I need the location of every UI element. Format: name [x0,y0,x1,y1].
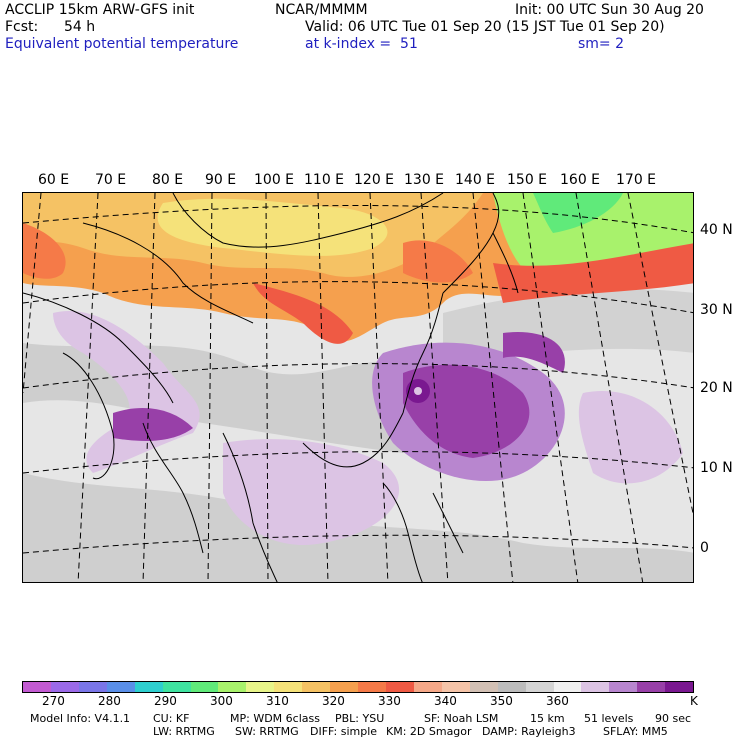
warm-field [253,283,353,344]
lon-label: 150 E [507,172,548,188]
colorbar-swatch [330,682,359,692]
level-label: at k-index = 51 [305,36,418,52]
colorbar-swatch [190,682,219,692]
field-name: Equivalent potential temperature [5,36,239,52]
colorbar-swatch [78,682,107,692]
sw-scheme: SW: RRTMG [235,725,299,738]
colorbar-swatch [302,682,331,692]
colorbar-tick: 360 [546,694,569,708]
colorbar-swatch [274,682,303,692]
colorbar-swatch [162,682,191,692]
colorbar-swatch [413,682,442,692]
lat-label: 0 [700,540,709,556]
lon-label: 70 E [95,172,127,188]
colorbar-tick: 310 [266,694,289,708]
sflay-scheme: SFLAY: MM5 [603,725,668,738]
diff-scheme: DIFF: simple [310,725,378,738]
colorbar-swatch [246,682,275,692]
valid-time: Valid: 06 UTC Tue 01 Sep 20 (15 JST Tue … [305,19,665,35]
moist-field [578,391,683,484]
typhoon-eye [414,387,422,395]
coastlines [23,193,519,582]
lon-label: 90 E [205,172,237,188]
levels: 51 levels [584,712,634,725]
warm-field [403,240,473,283]
colorbar-swatch [469,682,498,692]
colorbar-swatch [23,682,51,692]
pbl-scheme: PBL: YSU [335,712,385,725]
fcst-label: Fcst: [5,19,39,35]
colorbar-swatch [609,682,638,692]
lw-scheme: LW: RRTMG [153,725,215,738]
sf-scheme: SF: Noah LSM [424,712,499,725]
colorbar-tick: 270 [42,694,65,708]
model-title: ACCLIP 15km ARW-GFS init [5,2,195,18]
map-panel [22,192,694,583]
colorbar-swatch [134,682,163,692]
lon-label: 60 E [38,172,70,188]
lon-label: 170 E [616,172,657,188]
lon-label: 110 E [304,172,345,188]
colorbar-swatch [665,682,694,692]
colorbar-swatch [581,682,610,692]
init-time: Init: 00 UTC Sun 30 Aug 20 [515,2,704,18]
fcst-value: 54 h [64,19,96,35]
colorbar-swatch [637,682,666,692]
moist-core [503,332,565,373]
model-info: Model Info: V4.1.1 [30,712,131,725]
lon-label: 130 E [404,172,445,188]
colorbar-tick: 340 [434,694,457,708]
resolution: 15 km [530,712,565,725]
colorbar-tick: 290 [154,694,177,708]
damp-scheme: DAMP: Rayleigh3 [482,725,576,738]
lat-label: 10 N [700,460,733,476]
colorbar-swatch [50,682,79,692]
colorbar-swatch [358,682,386,692]
moist-core [113,408,193,441]
km-scheme: KM: 2D Smagor [386,725,472,738]
lon-label: 160 E [560,172,601,188]
colorbar-swatch [218,682,247,692]
colorbar-swatch [441,682,470,692]
colorbar-tick: 280 [98,694,121,708]
colorbar-tick: 350 [490,694,513,708]
lon-label: 120 E [354,172,395,188]
lon-label: 140 E [455,172,496,188]
colorbar-swatch [553,682,582,692]
mp-scheme: MP: WDM 6class [230,712,320,725]
warm-field [23,223,66,279]
lon-label: 100 E [254,172,295,188]
lat-label: 20 N [700,380,733,396]
graticule [23,193,693,582]
timestep: 90 sec [655,712,692,725]
colorbar-tick: 300 [210,694,233,708]
warm-field [157,198,388,256]
smooth-label: sm= 2 [578,36,625,52]
center-label: NCAR/MMMM [275,2,368,18]
lat-label: 30 N [700,302,733,318]
lat-label: 40 N [700,222,733,238]
colorbar-swatch [106,682,135,692]
colorbar-unit: K [690,694,698,708]
warm-band [493,243,693,303]
colorbar-tick: 320 [322,694,345,708]
colorbar-tick: 330 [378,694,401,708]
lon-label: 80 E [152,172,184,188]
cool-field [533,193,623,233]
colorbar [22,681,694,693]
colorbar-swatch [385,682,414,692]
colorbar-swatch [497,682,526,692]
map-graphic [23,193,693,582]
colorbar-swatch [525,682,554,692]
cu-scheme: CU: KF [153,712,190,725]
